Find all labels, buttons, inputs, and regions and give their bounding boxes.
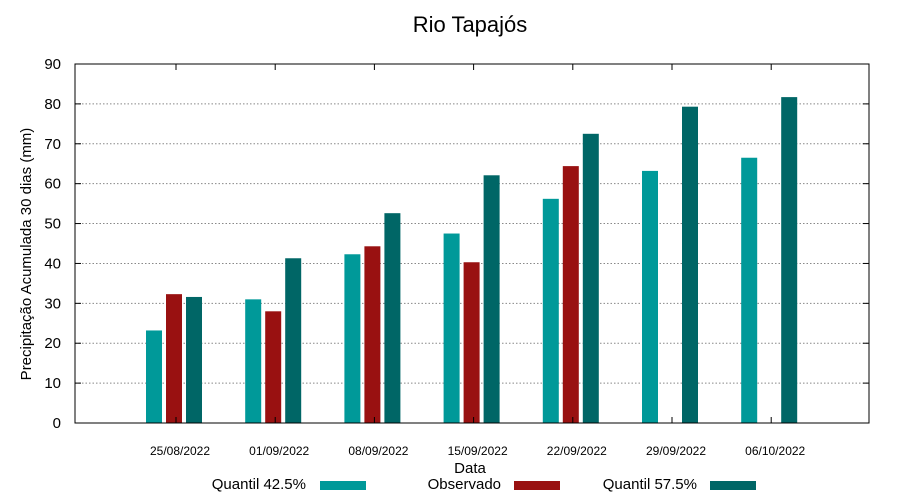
legend: Quantil 42.5% Observado Quantil 57.5% (212, 476, 756, 493)
chart-title: Rio Tapajós (413, 12, 528, 37)
x-tick-label: 01/09/2022 (249, 444, 309, 458)
y-tick-label: 60 (44, 176, 61, 193)
y-axis: 0 10 20 30 40 50 60 70 80 90 (44, 56, 869, 432)
legend-label: Observado (428, 476, 501, 493)
legend-label: Quantil 42.5% (212, 476, 306, 493)
y-tick-label: 0 (53, 415, 61, 432)
y-tick-label: 80 (44, 96, 61, 113)
plot-frame (74, 63, 870, 424)
bar (285, 258, 302, 423)
x-tick-label: 25/08/2022 (150, 444, 210, 458)
y-tick-label: 10 (44, 375, 61, 392)
bar (186, 296, 202, 423)
bar (642, 170, 658, 423)
y-tick-label: 70 (44, 136, 61, 153)
y-tick-label: 90 (44, 56, 61, 73)
y-tick-label: 30 (44, 295, 61, 312)
bar (582, 133, 599, 424)
bar (463, 262, 480, 423)
bar (245, 299, 262, 423)
y-tick-label: 40 (44, 255, 61, 272)
bar (542, 198, 559, 423)
x-tick-label: 15/09/2022 (448, 444, 508, 458)
grid (75, 103, 869, 384)
bar (483, 175, 500, 423)
y-tick-label: 50 (44, 216, 61, 233)
legend-swatch (514, 481, 560, 490)
bar (166, 294, 182, 423)
x-axis: 25/08/2022 01/09/2022 08/09/2022 15/09/2022… (150, 64, 806, 458)
bar (265, 311, 282, 423)
x-axis-label: Data (454, 460, 486, 477)
legend-label: Quantil 57.5% (603, 476, 697, 493)
bar (682, 106, 698, 423)
legend-swatch (320, 481, 366, 490)
bar (741, 157, 758, 423)
x-tick-label: 06/10/2022 (745, 444, 805, 458)
y-tick-label: 20 (44, 335, 61, 352)
bar (781, 97, 798, 423)
bar (364, 246, 381, 423)
x-tick-label: 08/09/2022 (348, 444, 408, 458)
x-tick-label: 22/09/2022 (547, 444, 607, 458)
legend-swatch (710, 481, 756, 490)
bar (146, 330, 162, 423)
bar (384, 213, 401, 423)
bar (443, 233, 460, 423)
bar (562, 166, 579, 424)
y-axis-label: Precipitação Acumulada 30 dias (mm) (18, 128, 35, 381)
bar (344, 254, 361, 423)
bars (146, 97, 798, 424)
x-tick-label: 29/09/2022 (646, 444, 706, 458)
